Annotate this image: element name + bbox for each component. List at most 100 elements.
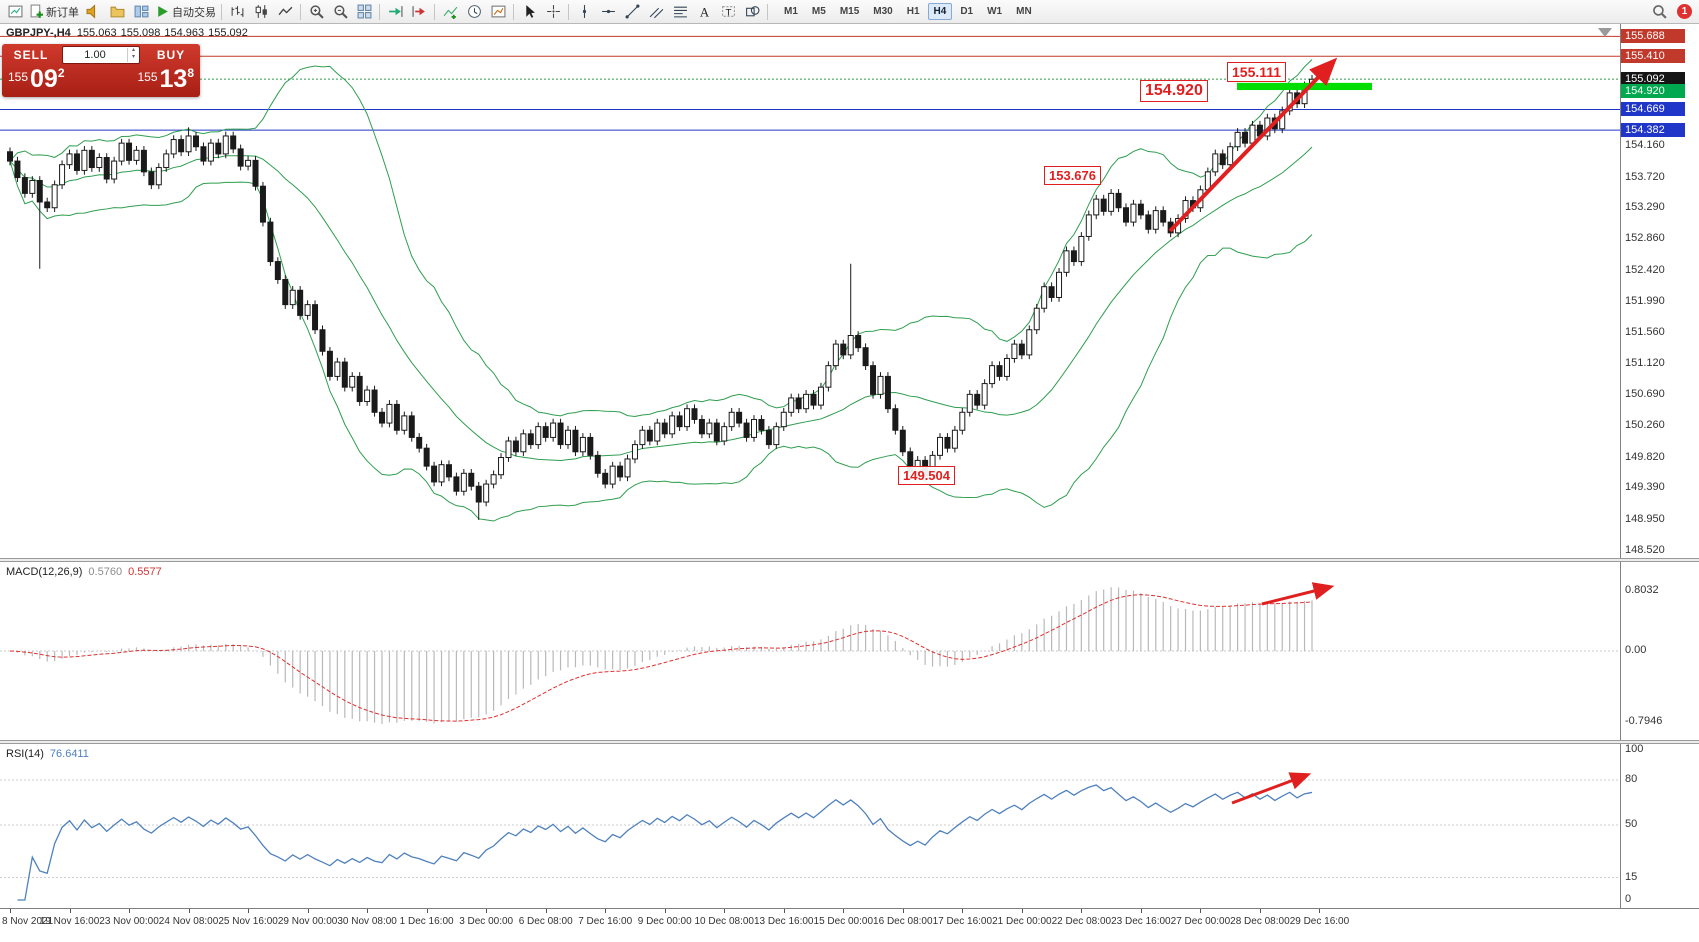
- vertical-line-button[interactable]: [572, 2, 596, 22]
- ohlc-high: 155.098: [120, 27, 161, 39]
- buy-button[interactable]: BUY: [156, 48, 186, 62]
- timeframe-mn-button[interactable]: MN: [1016, 6, 1032, 17]
- macd-axis-min: -0.7946: [1625, 715, 1663, 727]
- time-tick: [307, 909, 309, 913]
- new-order-button[interactable]: 新订单: [27, 2, 81, 22]
- price-axis-label: 152.860: [1625, 232, 1665, 245]
- toolbar-separator: [568, 3, 569, 20]
- rsi-axis-15: 15: [1625, 870, 1638, 883]
- price-axis-label: 148.950: [1625, 512, 1665, 525]
- auto-scroll-button[interactable]: [383, 2, 407, 22]
- zoom-in-button[interactable]: [304, 2, 328, 22]
- sound-button[interactable]: [81, 2, 105, 22]
- label-icon: T: [721, 6, 735, 18]
- timeframe-w1-button[interactable]: W1: [987, 6, 1003, 17]
- search-button[interactable]: [1647, 2, 1671, 22]
- autotrading-icon: [158, 6, 168, 17]
- time-axis[interactable]: 8 Nov 2021 19 Nov 16:00 23 Nov 00:00 24 Nov…: [0, 908, 1699, 942]
- buy-price[interactable]: 155138: [137, 65, 194, 93]
- tile-windows-button[interactable]: [352, 2, 376, 22]
- price-tag-155.092: 155.092: [1621, 72, 1685, 87]
- green-zone-rectangle: [1237, 82, 1372, 91]
- profiles-button[interactable]: [105, 2, 129, 22]
- time-tick: [843, 909, 845, 913]
- time-label: 9 Dec 00:00: [637, 916, 692, 927]
- timeframe-m1-button[interactable]: M1: [784, 6, 798, 17]
- timeframe-d1-button[interactable]: D1: [960, 6, 974, 17]
- macd-window-separator[interactable]: [0, 558, 1699, 562]
- macd-axis-max: 0.8032: [1625, 584, 1659, 597]
- chart-layout-button[interactable]: [129, 2, 153, 22]
- label-button[interactable]: T: [716, 2, 740, 22]
- time-label: 19 Nov 16:00: [39, 916, 100, 927]
- toolbar-separator: [767, 3, 768, 20]
- candlesticks: [7, 74, 1315, 520]
- crosshair-button[interactable]: [541, 2, 565, 22]
- tile-windows-icon: [357, 4, 371, 19]
- trendline-button[interactable]: [620, 2, 644, 22]
- chart-layout-icon: [134, 5, 148, 18]
- bar-chart-button[interactable]: [225, 2, 249, 22]
- svg-text:A: A: [699, 5, 709, 19]
- charts-menu-button[interactable]: [3, 2, 27, 22]
- candle-chart-icon: [255, 5, 267, 18]
- timeframe-h1-button[interactable]: H1: [906, 6, 920, 17]
- volume-spinner[interactable]: ▴ ▾: [127, 47, 139, 62]
- cursor-button[interactable]: [517, 2, 541, 22]
- notification-badge[interactable]: 1: [1677, 4, 1692, 19]
- line-chart-button[interactable]: [273, 2, 297, 22]
- rsi-name: RSI(14): [6, 748, 44, 760]
- time-label: 3 Dec 00:00: [459, 916, 514, 927]
- toolbar: 新订单 自动交易 A T M1 M5 M15 M30 H1 H4 D1 W1 MN 1: [0, 0, 1699, 24]
- channel-icon: [649, 7, 663, 19]
- time-label: 24 Nov 08:00: [158, 916, 219, 927]
- time-tick: [902, 909, 904, 913]
- arrows-button[interactable]: [740, 2, 764, 22]
- time-tick: [10, 909, 11, 913]
- bar-chart-icon: [231, 6, 243, 17]
- price-axis-label: 150.260: [1625, 418, 1665, 431]
- chart-ohlc-line: GBPJPY-,H4 155.063 155.098 154.963 155.092: [6, 27, 252, 39]
- toolbar-separator: [513, 3, 514, 20]
- chart-shift-icon: [412, 6, 425, 17]
- time-tick: [962, 909, 964, 913]
- autotrading-button-label: 自动交易: [172, 6, 216, 19]
- time-label: 23 Dec 16:00: [1111, 916, 1171, 927]
- time-tick: [1200, 909, 1202, 913]
- periods-button[interactable]: [462, 2, 486, 22]
- rsi-axis-50: 50: [1625, 818, 1638, 830]
- candlestick-chart-button[interactable]: [249, 2, 273, 22]
- trend-arrows: [1168, 57, 1338, 805]
- templates-button[interactable]: [486, 2, 510, 22]
- rsi-window-separator[interactable]: [0, 740, 1699, 744]
- sell-price[interactable]: 155092: [8, 65, 65, 93]
- text-button[interactable]: A: [692, 2, 716, 22]
- zoom-out-button[interactable]: [328, 2, 352, 22]
- time-tick: [724, 909, 726, 913]
- hline-icon: [601, 9, 615, 14]
- price-axis-label: 149.820: [1625, 450, 1665, 463]
- rsi-indicator-label: RSI(14) 76.6411: [6, 748, 95, 760]
- chart-shift-button[interactable]: [407, 2, 431, 22]
- time-label: 10 Dec 08:00: [694, 916, 754, 927]
- volume-input[interactable]: 1.00 ▴ ▾: [62, 46, 140, 64]
- sell-button[interactable]: SELL: [13, 48, 49, 62]
- channel-button[interactable]: [644, 2, 668, 22]
- time-label: 22 Dec 08:00: [1051, 916, 1112, 927]
- timeframe-m5-button[interactable]: M5: [811, 6, 826, 17]
- horizontal-line-button[interactable]: [596, 2, 620, 22]
- timeframe-h4-button[interactable]: H4: [927, 3, 953, 20]
- toolbar-separator: [379, 3, 380, 20]
- search-icon: [1652, 5, 1667, 19]
- zoom-out-icon: [333, 5, 348, 19]
- autotrading-button[interactable]: 自动交易: [153, 2, 218, 22]
- indicators-button[interactable]: [438, 2, 462, 22]
- timeframe-m30-button[interactable]: M30: [873, 6, 893, 17]
- new-order-icon: [30, 4, 43, 18]
- price-axis[interactable]: 154.160 153.720 153.290 152.860 152.420 151.9…: [1620, 24, 1699, 908]
- time-tick: [486, 909, 488, 913]
- fibonacci-button[interactable]: [668, 2, 692, 22]
- timeframe-m15-button[interactable]: M15: [839, 6, 860, 17]
